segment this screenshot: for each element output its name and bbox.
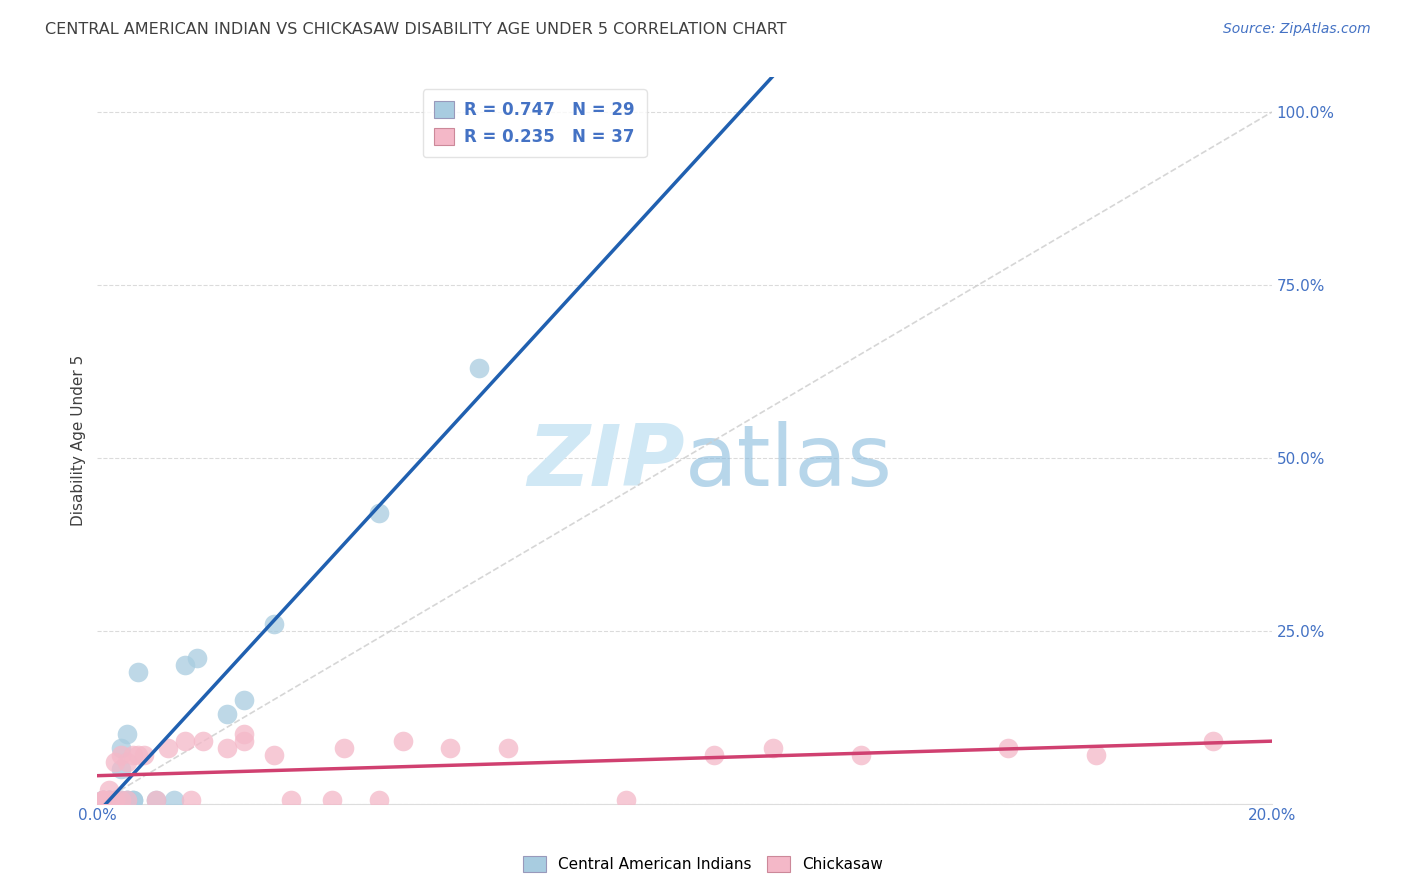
Point (703, 748, 725, 763)
Point (145, 793, 167, 807)
Point (1084, 748, 1107, 763)
Point (439, 741, 461, 756)
Text: CENTRAL AMERICAN INDIAN VS CHICKASAW DISABILITY AGE UNDER 5 CORRELATION CHART: CENTRAL AMERICAN INDIAN VS CHICKASAW DIS… (45, 22, 786, 37)
Point (104, 793, 127, 807)
Point (215, 741, 238, 756)
Point (498, 741, 520, 756)
Point (163, 793, 186, 807)
Point (263, 748, 285, 763)
Point (91, 793, 114, 807)
Point (98, 793, 121, 807)
Point (191, 734, 214, 748)
Point (762, 741, 785, 756)
Point (115, 793, 138, 807)
Point (215, 706, 238, 721)
Point (1202, 734, 1225, 748)
Point (614, 793, 637, 807)
Point (91, 793, 114, 807)
Point (134, 748, 156, 763)
Point (91, 793, 114, 807)
Point (368, 793, 391, 807)
Text: atlas: atlas (685, 421, 893, 504)
Point (98, 793, 121, 807)
Point (156, 741, 179, 756)
Legend: Central American Indians, Chickasaw: Central American Indians, Chickasaw (516, 848, 890, 880)
Point (104, 793, 127, 807)
Point (115, 793, 138, 807)
Point (180, 793, 202, 807)
Point (233, 727, 256, 741)
Point (849, 748, 872, 763)
Point (233, 693, 256, 707)
Point (174, 658, 197, 673)
Point (98, 793, 121, 807)
Point (110, 793, 132, 807)
Point (104, 755, 127, 769)
Point (997, 741, 1019, 756)
Point (321, 793, 343, 807)
Point (91, 793, 114, 807)
Text: ZIP: ZIP (527, 421, 685, 504)
Point (104, 793, 127, 807)
Point (263, 616, 285, 631)
Point (98, 793, 121, 807)
Point (280, 793, 302, 807)
Point (145, 793, 167, 807)
Legend: R = 0.747   N = 29, R = 0.235   N = 37: R = 0.747 N = 29, R = 0.235 N = 37 (423, 89, 647, 157)
Point (110, 748, 132, 763)
Point (110, 793, 132, 807)
Point (127, 748, 149, 763)
Point (186, 651, 208, 665)
Point (91, 793, 114, 807)
Point (391, 734, 413, 748)
Point (110, 741, 132, 756)
Point (110, 762, 132, 776)
Point (121, 748, 143, 763)
Y-axis label: Disability Age Under 5: Disability Age Under 5 (72, 355, 86, 526)
Point (91, 793, 114, 807)
Point (468, 360, 491, 375)
Point (121, 793, 143, 807)
Point (174, 734, 197, 748)
Point (98, 782, 121, 797)
Point (115, 727, 138, 741)
Point (233, 734, 256, 748)
Point (115, 793, 138, 807)
Point (104, 793, 127, 807)
Point (98, 793, 121, 807)
Text: Source: ZipAtlas.com: Source: ZipAtlas.com (1223, 22, 1371, 37)
Point (368, 506, 391, 520)
Point (115, 755, 138, 769)
Point (333, 741, 356, 756)
Point (104, 793, 127, 807)
Point (121, 793, 143, 807)
Point (127, 665, 149, 680)
